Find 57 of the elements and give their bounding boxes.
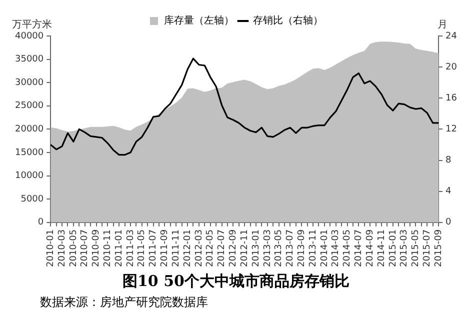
y-tick-label: 0 [38, 218, 44, 228]
x-tick-label: 2010-07 [80, 229, 90, 268]
y-tick-label: 35000 [14, 54, 44, 65]
x-tick-label: 2014-03 [331, 229, 342, 268]
y2-tick-label: 0 [446, 218, 452, 228]
x-tick-label: 2010-01 [46, 229, 56, 268]
x-tick-label: 2011-07 [148, 229, 159, 268]
x-tick-label: 2012-03 [194, 229, 204, 268]
y-tick-label: 40000 [14, 31, 44, 42]
x-tick-label: 2011-01 [114, 229, 124, 268]
x-tick-label: 2010-03 [57, 229, 68, 268]
x-tick-label: 2015-09 [434, 229, 444, 268]
y2-tick-label: 16 [446, 93, 458, 104]
x-tick-label: 2013-07 [286, 229, 296, 268]
x-tick-label: 2013-11 [308, 229, 318, 268]
x-tick-label: 2012-05 [206, 229, 216, 268]
x-tick-label: 2011-11 [171, 229, 182, 268]
y2-tick-label: 8 [446, 156, 452, 166]
x-tick-label: 2012-07 [217, 229, 228, 268]
y-tick-label: 10000 [14, 171, 44, 182]
x-tick-label: 2013-09 [296, 229, 307, 268]
source-note: 数据来源：房地产研究院数据库 [40, 294, 209, 311]
x-tick-label: 2014-11 [376, 229, 387, 268]
x-tick-label: 2013-03 [262, 229, 273, 268]
y2-tick-label: 20 [446, 62, 458, 72]
y2-tick-label: 4 [446, 186, 452, 197]
y2-tick-label: 24 [446, 31, 458, 42]
x-tick-label: 2012-11 [240, 229, 250, 268]
y-tick-label: 25000 [14, 101, 44, 112]
x-tick-label: 2015-05 [411, 229, 422, 268]
x-tick-label: 2014-05 [342, 229, 353, 268]
x-tick-label: 2014-01 [320, 229, 330, 268]
y-tick-label: 15000 [14, 148, 44, 158]
y-tick-label: 5000 [20, 194, 44, 204]
y-tick-label: 20000 [14, 124, 44, 135]
x-tick-label: 2015-01 [388, 229, 398, 268]
x-tick-label: 2014-09 [365, 229, 376, 268]
x-tick-label: 2010-11 [103, 229, 114, 268]
y2-tick-label: 12 [446, 124, 457, 135]
x-tick-label: 2013-01 [251, 229, 262, 268]
x-tick-label: 2012-01 [182, 229, 193, 268]
x-tick-label: 2014-07 [354, 229, 364, 268]
x-tick-label: 2011-03 [126, 229, 136, 268]
x-tick-label: 2010-09 [92, 229, 102, 268]
x-tick-label: 2015-07 [422, 229, 432, 268]
x-tick-label: 2010-05 [68, 229, 79, 268]
x-tick-label: 2011-05 [137, 229, 148, 268]
text: 图10 50个大中城市商品房存销比 [122, 272, 350, 291]
y-tick-label: 30000 [14, 78, 44, 88]
legend-label: 库存量（左轴） [164, 14, 234, 27]
y-axis-title: 万平方米 [12, 18, 52, 31]
x-tick-label: 2015-03 [400, 229, 410, 268]
y2-axis-title: 月 [438, 20, 448, 31]
x-tick-label: 2013-05 [274, 229, 284, 268]
legend-label: 存销比（右轴） [253, 14, 323, 27]
x-tick-label: 2011-09 [160, 229, 170, 268]
x-tick-label: 2012-09 [228, 229, 239, 268]
